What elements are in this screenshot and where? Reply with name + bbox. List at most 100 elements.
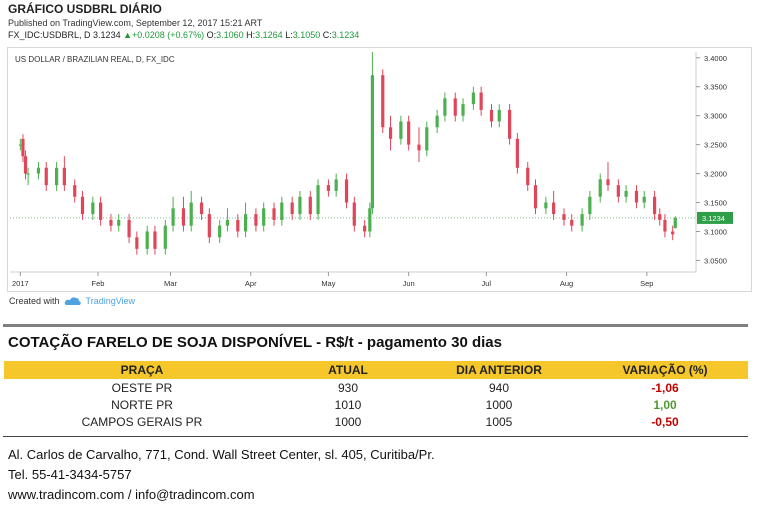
candle-body <box>363 225 367 232</box>
candle-body <box>91 202 95 215</box>
candle <box>344 173 349 209</box>
candle-body <box>515 138 519 168</box>
candle <box>624 185 628 203</box>
candle-body <box>570 219 574 226</box>
candle <box>26 167 30 186</box>
candle-body <box>344 179 349 203</box>
candle-body <box>316 185 320 215</box>
candle <box>117 214 121 232</box>
candle <box>243 202 248 238</box>
candle-body <box>18 144 22 146</box>
candle-body <box>290 202 294 215</box>
price-table: PRAÇA ATUAL DIA ANTERIOR VARIAÇÃO (%) OE… <box>4 361 748 430</box>
page-title: GRÁFICO USDBRL DIÁRIO <box>8 2 162 16</box>
chart-header: GRÁFICO USDBRL DIÁRIO Published on Tradi… <box>8 2 758 40</box>
candle-body <box>36 167 41 174</box>
candle <box>91 196 95 220</box>
candle <box>36 162 41 180</box>
candle-body <box>552 202 556 215</box>
footer-address: Al. Carlos de Carvalho, 771, Cond. Wall … <box>8 447 435 462</box>
candle-body <box>642 196 646 203</box>
candle-body <box>262 208 266 226</box>
candle-body <box>588 196 592 215</box>
candle-body <box>127 219 131 238</box>
candle-body <box>435 115 439 128</box>
candle <box>199 196 204 220</box>
open-value: 3.1060 <box>216 30 244 40</box>
candle <box>381 69 385 134</box>
cell-anterior: 940 <box>488 380 510 395</box>
candle <box>254 208 258 232</box>
footer-web[interactable]: www.tradincom.com / info@tradincom.com <box>8 487 255 502</box>
quote-line: FX_IDC:USDBRL, D 3.1234 ▲+0.0208 (+0.67%… <box>8 30 758 40</box>
candle <box>308 190 312 220</box>
candle <box>262 202 266 232</box>
candle <box>598 173 602 203</box>
candle-body <box>606 179 610 186</box>
candle <box>544 196 548 215</box>
created-label: Created with <box>9 296 60 306</box>
cell-praca: OESTE PR <box>111 380 173 395</box>
candle <box>62 156 66 191</box>
candle <box>570 214 574 232</box>
candle <box>225 208 230 232</box>
tradingview-brand[interactable]: TradingView <box>85 296 136 306</box>
candle-body <box>135 237 139 249</box>
candle-body <box>254 214 258 226</box>
candle <box>171 196 175 232</box>
candle <box>127 214 131 244</box>
candle <box>23 150 28 180</box>
candle <box>489 104 494 128</box>
candle-body <box>352 202 356 226</box>
candle <box>189 190 193 232</box>
candle-body <box>218 225 222 238</box>
close-value: 3.1234 <box>331 30 360 40</box>
candle-body <box>673 217 677 228</box>
cell-atual: 1000 <box>334 414 362 429</box>
last-price-badge <box>697 211 733 224</box>
candle <box>73 179 77 203</box>
candle <box>634 185 639 209</box>
candle <box>368 202 372 238</box>
candle <box>399 115 403 145</box>
last-price: 3.1234 <box>93 30 121 40</box>
candle <box>508 104 512 145</box>
candle-body <box>181 208 186 226</box>
published-note: Published on TradingView.com, September … <box>8 18 263 28</box>
x-tick-label: Mar <box>164 279 177 288</box>
candle <box>135 231 139 255</box>
y-tick-label: 3.1000 <box>704 227 727 236</box>
candlestick-chart[interactable]: US DOLLAR / BRAZILIAN REAL, D, FX_IDC 3.… <box>8 48 751 291</box>
candle-body <box>508 109 512 139</box>
cell-variacao: -0,50 <box>651 414 679 429</box>
chart-title: US DOLLAR / BRAZILIAN REAL, D, FX_IDC <box>15 55 175 64</box>
candle <box>352 196 356 232</box>
x-tick-label: 2017 <box>12 279 29 288</box>
candle <box>80 190 85 220</box>
tradingview-cloud-icon <box>64 297 81 305</box>
candle-body <box>99 202 103 220</box>
chart-container[interactable]: US DOLLAR / BRAZILIAN REAL, D, FX_IDC 3.… <box>7 47 752 292</box>
section-title: COTAÇÃO FARELO DE SOJA DISPONÍVEL - R$/t… <box>8 334 502 351</box>
candle <box>497 104 501 128</box>
cell-praca: CAMPOS GERAIS PR <box>81 414 203 429</box>
candle <box>425 121 429 157</box>
candle <box>363 219 367 238</box>
cell-atual: 930 <box>337 380 359 395</box>
candle <box>606 162 610 191</box>
table-bottom-line <box>3 436 748 437</box>
candle-body <box>544 202 548 209</box>
candle-body <box>652 196 657 215</box>
x-tick-label: Sep <box>640 279 653 288</box>
cell-anterior: 1005 <box>485 414 513 429</box>
candle <box>99 196 103 226</box>
candle-body <box>117 219 121 226</box>
candle <box>552 190 556 220</box>
candle-body <box>26 173 30 175</box>
candle-body <box>62 167 66 186</box>
candle <box>298 190 302 220</box>
candle-body <box>207 214 211 238</box>
y-tick-label: 3.4000 <box>704 54 727 63</box>
candle-body <box>461 104 465 116</box>
candle <box>316 179 320 220</box>
